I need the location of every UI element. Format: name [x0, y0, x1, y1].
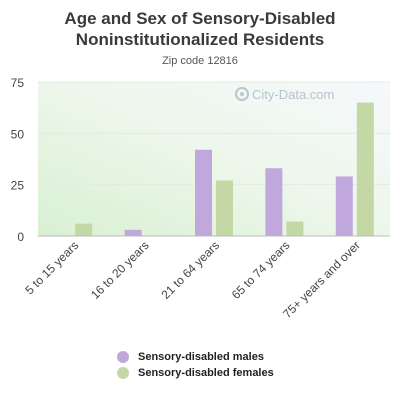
legend-item-males: Sensory-disabled males [117, 349, 274, 365]
y-tick-label: 25 [11, 179, 25, 193]
x-tick-label: 65 to 74 years [229, 238, 293, 302]
bar-males [124, 229, 142, 236]
bar-females [75, 223, 93, 236]
chart-title: Age and Sex of Sensory-Disabled Noninsti… [64, 9, 336, 49]
y-tick-label: 50 [11, 127, 25, 141]
bar-females [356, 102, 374, 237]
y-tick-label: 75 [11, 76, 25, 90]
x-tick-label: 5 to 15 years [22, 238, 81, 297]
x-tick-label: 16 to 20 years [88, 238, 152, 302]
x-tick-label: 75+ years and over [280, 238, 363, 321]
svg-text:City-Data.com: City-Data.com [252, 87, 334, 102]
legend-label-females: Sensory-disabled females [138, 367, 274, 379]
bar-males [265, 168, 283, 236]
bar-males [335, 176, 353, 236]
legend-label-males: Sensory-disabled males [138, 351, 264, 363]
bar-males [195, 149, 212, 236]
chart-subtitle: Zip code 12816 [162, 55, 238, 67]
y-tick-label: 0 [17, 230, 24, 244]
legend-item-females: Sensory-disabled females [117, 365, 274, 381]
legend: Sensory-disabled males Sensory-disabled … [117, 349, 274, 381]
legend-swatch-females [117, 367, 129, 379]
legend-swatch-males [117, 351, 129, 363]
watermark: City-Data.com [235, 87, 334, 102]
plot-area [38, 82, 390, 236]
x-tick-label: 21 to 64 years [158, 238, 222, 302]
bar-females [216, 180, 233, 236]
bar-females [286, 221, 304, 236]
